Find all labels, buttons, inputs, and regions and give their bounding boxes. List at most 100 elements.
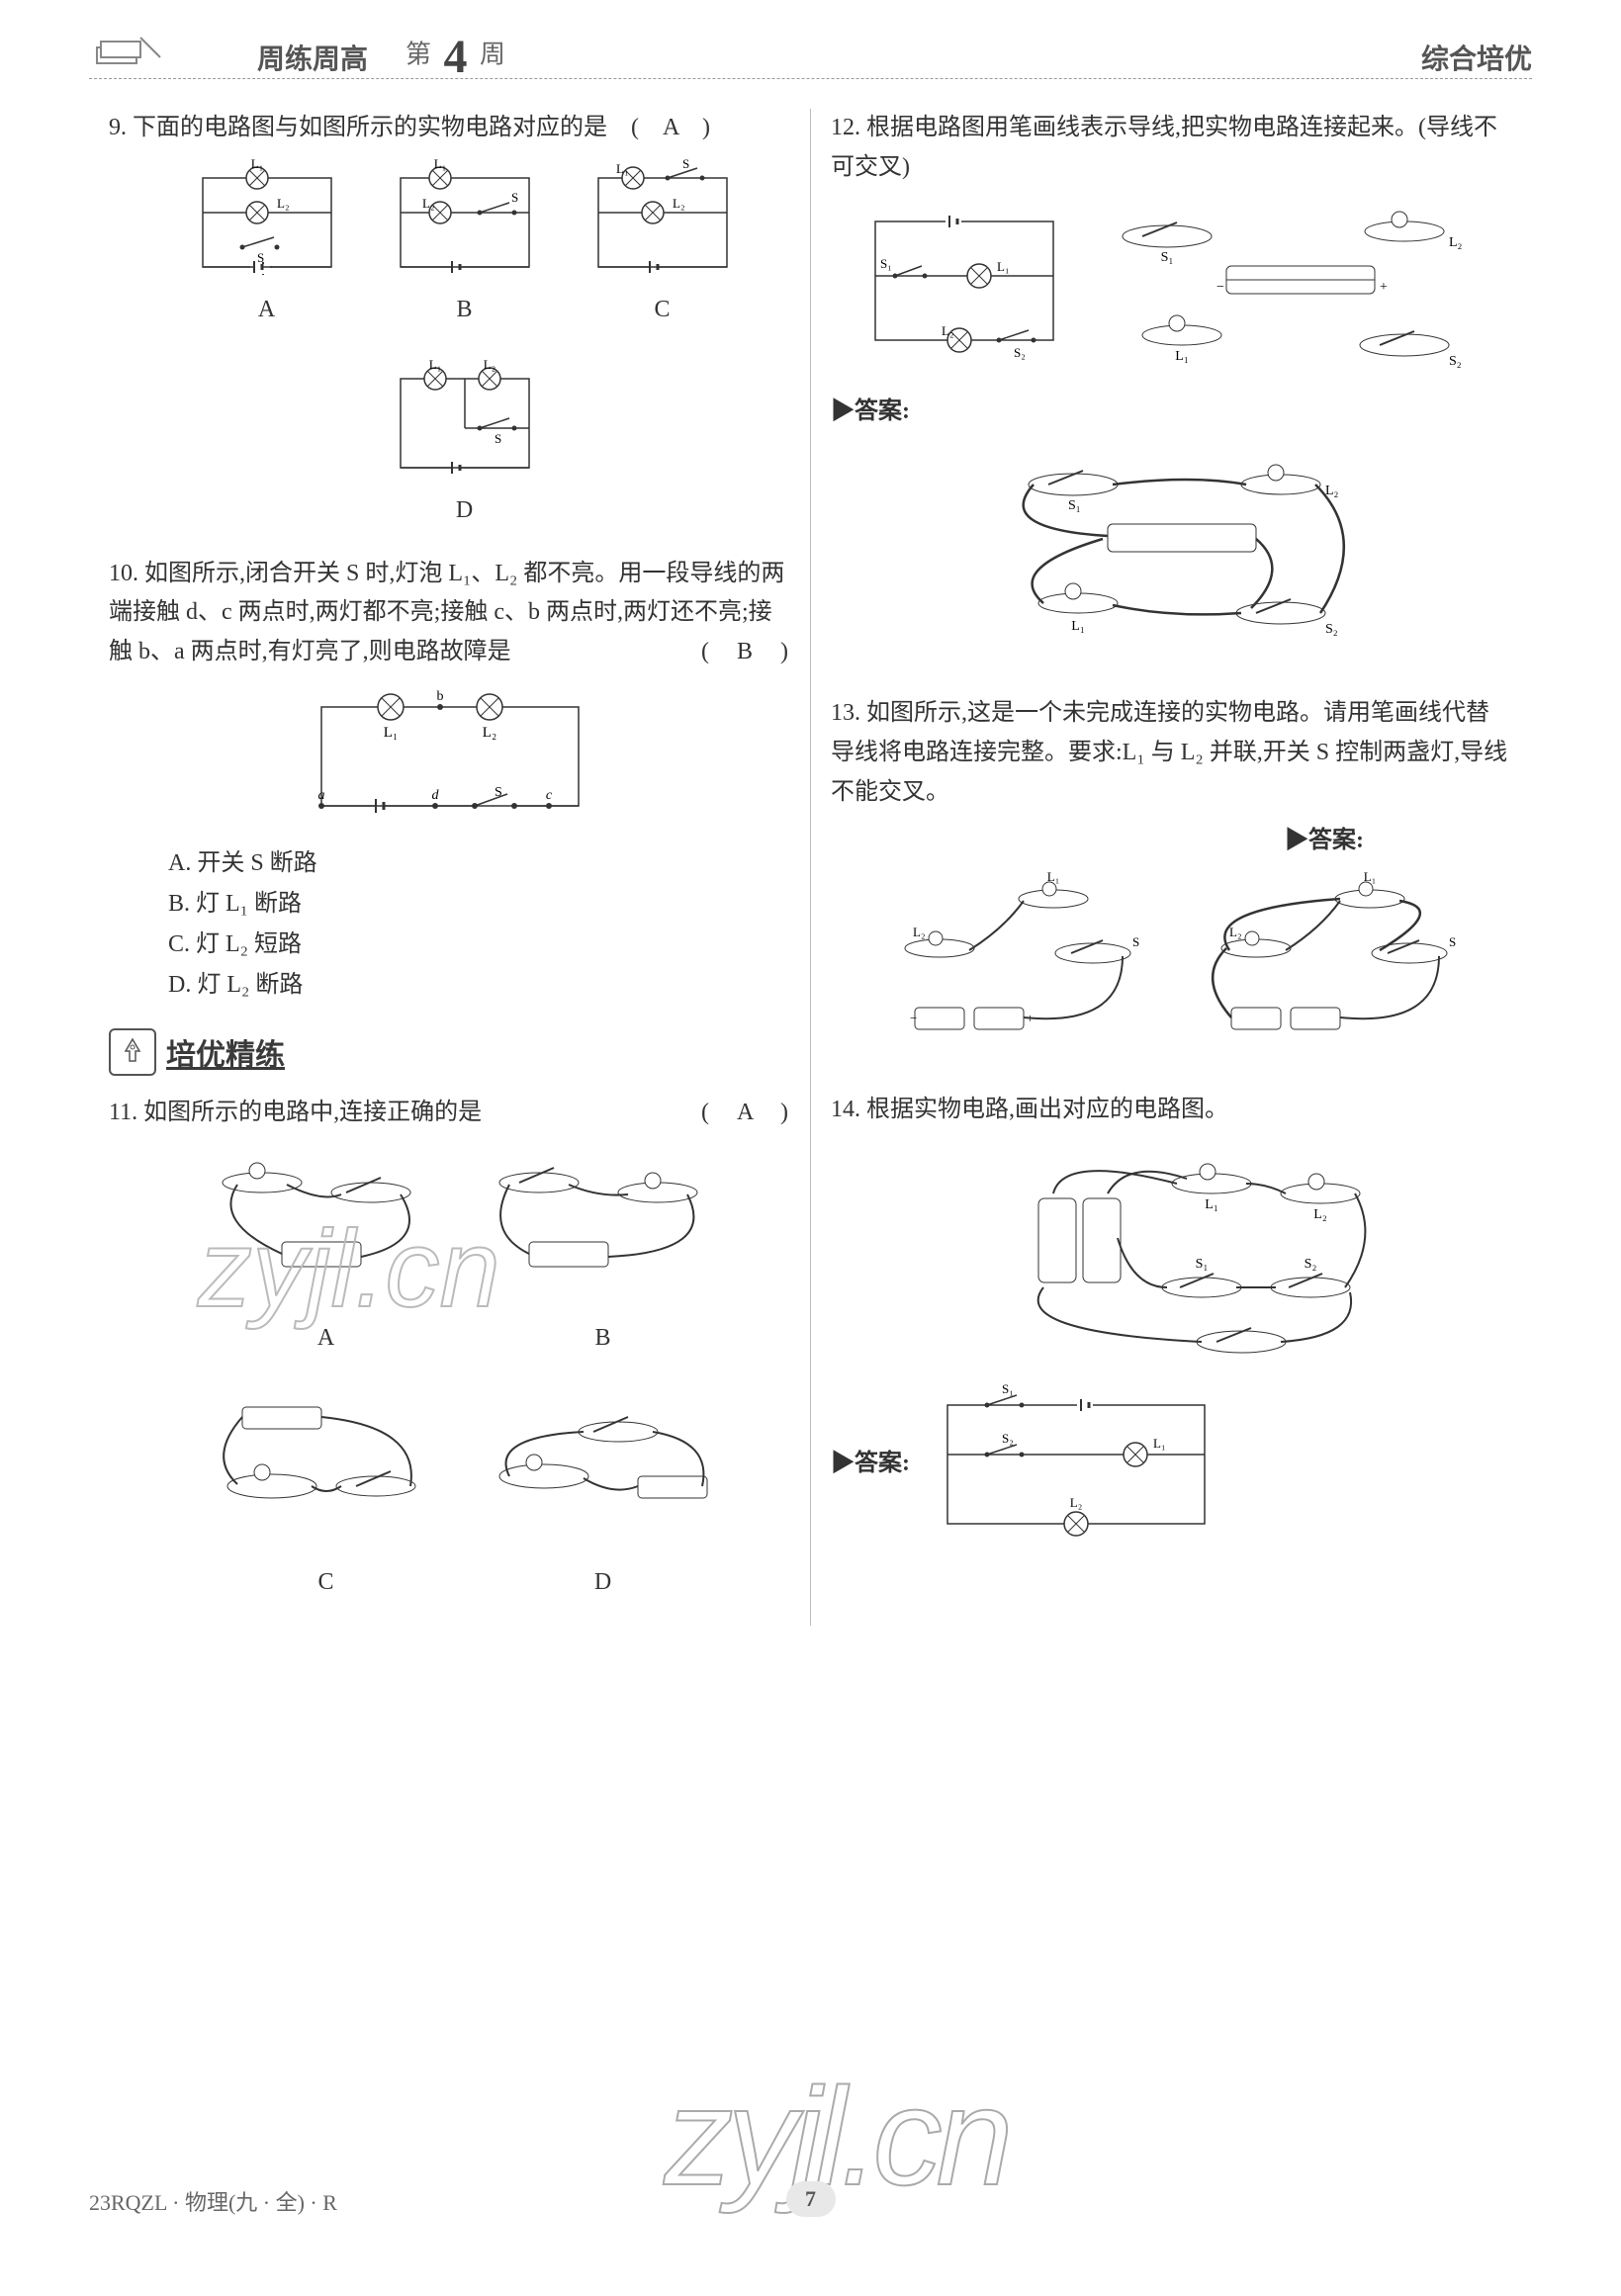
q12-figures: S₁ L₁ L₂ S₂ S₁ L₂ — [851, 197, 1512, 385]
svg-text:L₁: L₁ — [1046, 869, 1058, 884]
svg-text:L₁: L₁ — [997, 259, 1009, 274]
q11-text: 11. 如图所示的电路中,连接正确的是 ( A ) — [109, 1094, 790, 1133]
q9-fig-d: L₁ L₂ S D — [381, 359, 549, 531]
content-area: 9. 下面的电路图与如图所示的实物电路对应的是 ( A ) L₁ L₂ — [89, 109, 1532, 1626]
svg-text:L₁: L₁ — [428, 359, 440, 372]
svg-text:S: S — [1449, 934, 1456, 949]
week-number: 4 — [444, 30, 468, 84]
svg-text:L₂: L₂ — [1070, 1495, 1082, 1510]
svg-text:L₁: L₁ — [433, 158, 445, 171]
q9-label-d: D — [381, 491, 549, 531]
q9-text: 9. 下面的电路图与如图所示的实物电路对应的是 ( A ) — [109, 109, 790, 148]
q11-label-b: B — [480, 1319, 727, 1359]
svg-text:L₂: L₂ — [913, 925, 925, 939]
svg-text:L₂: L₂ — [1449, 235, 1463, 250]
banner-text: 培优精练 — [166, 1030, 285, 1074]
svg-text:L₁: L₁ — [1175, 349, 1188, 364]
svg-text:S₂: S₂ — [1014, 345, 1026, 360]
svg-text:d: d — [431, 788, 439, 803]
q11-figures: A B — [138, 1143, 790, 1602]
svg-text:L₂: L₂ — [483, 359, 495, 372]
svg-text:L₂: L₂ — [422, 196, 434, 211]
svg-text:L₂: L₂ — [1313, 1207, 1327, 1222]
svg-text:S: S — [682, 158, 689, 171]
svg-text:L₁: L₁ — [1205, 1197, 1217, 1212]
svg-text:L₂: L₂ — [1229, 925, 1241, 939]
rocket-icon — [109, 1028, 156, 1076]
svg-text:b: b — [436, 689, 443, 704]
footer-code: 23RQZL · 物理(九 · 全) · R — [89, 2185, 337, 2217]
svg-text:S: S — [495, 431, 501, 446]
q9-fig-a: L₁ L₂ S — [183, 158, 351, 330]
q13-answer-label: ▶答案: — [831, 822, 1512, 861]
svg-text:S₂: S₂ — [1449, 354, 1462, 369]
q9-fig-b: L₁ L₂ S B — [381, 158, 549, 330]
right-column: 12. 根据电路图用笔画线表示导线,把实物电路连接起来。(导线不可交叉) S₁ … — [811, 109, 1532, 1626]
q11-fig-b: B — [480, 1143, 727, 1358]
book-icon — [89, 30, 168, 69]
svg-text:L₁: L₁ — [616, 161, 628, 176]
svg-text:L₂: L₂ — [277, 196, 289, 211]
section-banner: 培优精练 — [109, 1028, 790, 1076]
q10-opt-c: C. 灯 L₂ 短路 — [168, 925, 790, 965]
watermark-large: zyjl.cn — [664, 2057, 1007, 2217]
svg-text:L₂: L₂ — [1325, 484, 1339, 498]
svg-text:L₂: L₂ — [673, 196, 684, 211]
svg-text:S₂: S₂ — [1304, 1257, 1316, 1272]
header-section: 综合培优 — [1421, 38, 1532, 77]
q9-label-c: C — [579, 291, 747, 330]
q12-answer-figure: S₁ L₂ L₁ S₂ — [831, 440, 1512, 671]
q9-fig-c: L₁ S L₂ C — [579, 158, 747, 330]
svg-text:L₂: L₂ — [942, 323, 953, 338]
q10-body: 10. 如图所示,闭合开关 S 时,灯泡 L₁、L₂ 都不亮。用一段导线的两端接… — [109, 561, 784, 664]
q12-answer-label: ▶答案: — [831, 393, 1512, 432]
q9-label-a: A — [183, 291, 351, 330]
q11-fig-a: A — [203, 1143, 450, 1358]
svg-text:S₂: S₂ — [1002, 1431, 1014, 1446]
svg-text:L₁: L₁ — [1153, 1436, 1165, 1451]
svg-text:L₁: L₁ — [1363, 869, 1375, 884]
q9-figures: L₁ L₂ S — [138, 158, 790, 531]
svg-text:L₁: L₁ — [1071, 619, 1084, 634]
svg-text:S₁: S₁ — [880, 256, 892, 271]
q11-label-a: A — [203, 1319, 450, 1359]
svg-text:S₁: S₁ — [1195, 1257, 1208, 1272]
question-11: 11. 如图所示的电路中,连接正确的是 ( A ) A — [109, 1094, 790, 1602]
q10-opt-a: A. 开关 S 断路 — [168, 843, 790, 884]
question-9: 9. 下面的电路图与如图所示的实物电路对应的是 ( A ) L₁ L₂ — [109, 109, 790, 531]
svg-text:L₂: L₂ — [482, 725, 495, 741]
q13-text: 13. 如图所示,这是一个未完成连接的实物电路。请用笔画线代替导线将电路连接完整… — [831, 694, 1512, 812]
q14-text: 14. 根据实物电路,画出对应的电路图。 — [831, 1091, 1512, 1130]
header-title: 周练周高 — [257, 38, 368, 77]
q14-answer-label: ▶答案: — [831, 1445, 910, 1484]
svg-text:S: S — [1132, 934, 1139, 949]
svg-text:−: − — [910, 1011, 917, 1025]
week-prefix: 第 — [405, 40, 431, 68]
question-10: 10. 如图所示,闭合开关 S 时,灯泡 L₁、L₂ 都不亮。用一段导线的两端接… — [109, 555, 790, 1006]
svg-text:L₁: L₁ — [383, 725, 397, 741]
page-header: 周练周高 第 4 周 综合培优 — [89, 30, 1532, 79]
header-week: 第 4 周 — [405, 30, 505, 84]
q11-body: 11. 如图所示的电路中,连接正确的是 — [109, 1100, 482, 1125]
q14-answer-row: ▶答案: S₁ S₂ L₁ — [831, 1380, 1512, 1548]
left-column: 9. 下面的电路图与如图所示的实物电路对应的是 ( A ) L₁ L₂ — [89, 109, 811, 1626]
svg-text:+: + — [1380, 280, 1388, 295]
svg-text:L₁: L₁ — [250, 158, 262, 171]
question-14: 14. 根据实物电路,画出对应的电路图。 L₁ L₂ S₁ S₂ — [831, 1091, 1512, 1548]
svg-text:S₁: S₁ — [1161, 250, 1174, 265]
svg-text:−: − — [1216, 280, 1224, 295]
q10-options: A. 开关 S 断路 B. 灯 L₁ 断路 C. 灯 L₂ 短路 D. 灯 L₂… — [109, 843, 790, 1005]
q9-label-b: B — [381, 291, 549, 330]
q10-text: 10. 如图所示,闭合开关 S 时,灯泡 L₁、L₂ 都不亮。用一段导线的两端接… — [109, 555, 790, 672]
svg-text:S₁: S₁ — [1068, 498, 1081, 513]
q10-answer: ( B ) — [701, 633, 790, 672]
q13-figures: L₁ L₂ S −+ L₁ — [831, 869, 1512, 1067]
q11-fig-c: C — [203, 1387, 450, 1602]
svg-text:S₂: S₂ — [1325, 622, 1338, 637]
q11-answer: ( A ) — [701, 1094, 790, 1133]
week-suffix: 周 — [480, 40, 505, 68]
q10-figure: L₁ L₂ b a d S c — [109, 682, 790, 844]
q10-opt-b: B. 灯 L₁ 断路 — [168, 884, 790, 925]
svg-text:S: S — [511, 190, 518, 205]
question-13: 13. 如图所示,这是一个未完成连接的实物电路。请用笔画线代替导线将电路连接完整… — [831, 694, 1512, 1066]
